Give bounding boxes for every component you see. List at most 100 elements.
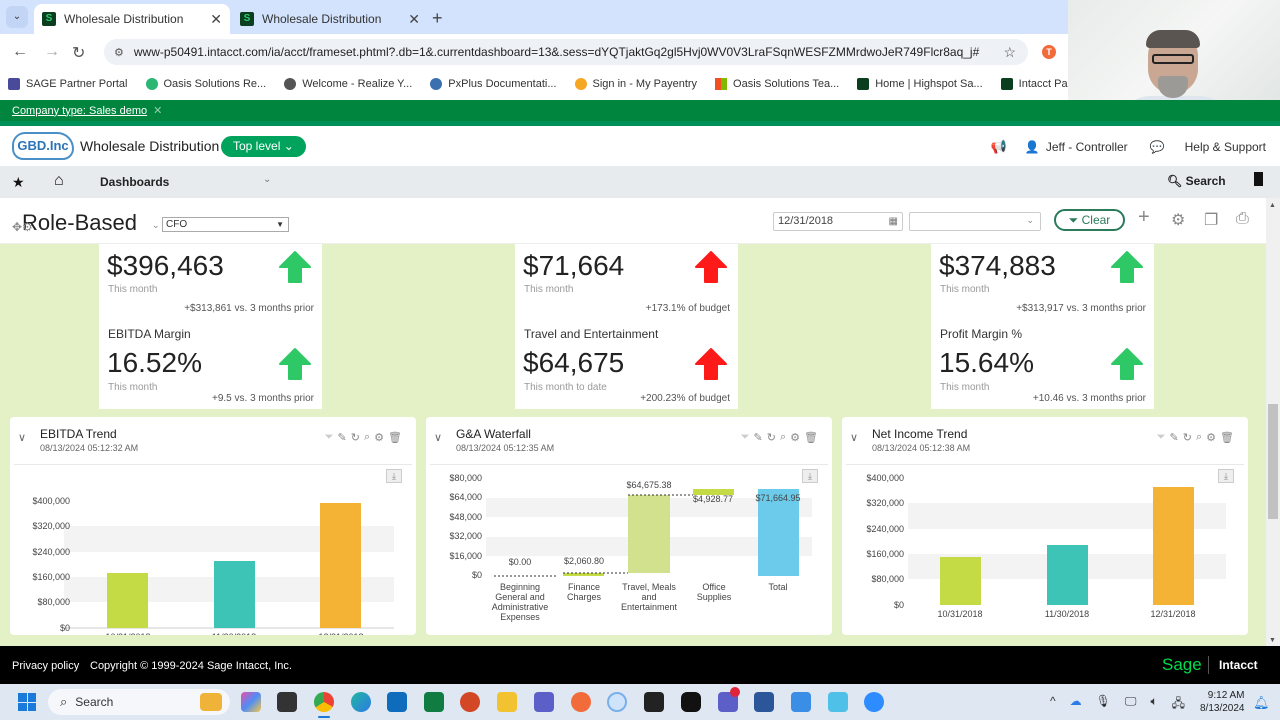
close-icon[interactable]: ✕ [153,105,163,117]
browser-tab-1[interactable]: S Wholesale Distribution ✕ [34,4,230,34]
copy-icon[interactable]: ❐ [1204,212,1219,229]
kpi-card-ebitda[interactable]: $396,463 This month +$313,861 vs. 3 mont… [99,244,322,319]
bar[interactable] [758,489,799,576]
bar[interactable] [320,503,361,628]
new-tab-button[interactable]: + [432,8,443,28]
bar[interactable] [940,557,981,605]
kpi-card-ebitda-margin[interactable]: EBITDA Margin 16.52% This month +9.5 vs.… [99,319,322,409]
edit-pencil-icon[interactable]: ✎ [337,432,347,444]
extension-icon[interactable]: T [1042,45,1056,59]
trash-icon[interactable]: 🗑 [1220,432,1234,444]
role-select[interactable]: CFO ▼ [162,217,289,232]
scroll-up-icon[interactable]: ▲ [1269,202,1276,209]
kpi-card-travel-entertainment[interactable]: Travel and Entertainment $64,675 This mo… [515,319,738,409]
zoom-search-icon[interactable]: ⌕ [363,431,371,443]
company-logo[interactable]: GBD.Inc [12,132,74,160]
add-icon[interactable]: + [1138,206,1150,228]
bookmark-item[interactable]: Oasis Solutions Re... [145,78,266,90]
bookmark-item[interactable]: Welcome - Realize Y... [284,78,412,90]
entity-level-button[interactable]: Top level ⌄ [221,136,306,157]
edit-pencil-icon[interactable]: ✎ [1169,432,1179,444]
browser-tab-2[interactable]: S Wholesale Distribution ✕ [232,4,428,34]
calendar-icon[interactable]: ▦ [888,216,898,227]
volume-icon[interactable]: 🔈︎ [1150,694,1158,708]
t-app-icon[interactable] [571,692,591,712]
download-icon[interactable]: ⤓ [386,469,402,483]
filter-icon[interactable]: ⏷ [324,431,334,443]
chevron-down-icon[interactable]: ⌄ [263,174,272,185]
page-scrollbar[interactable]: ▲ ▼ [1266,198,1280,646]
announcements-icon[interactable]: 📢 [990,139,1007,154]
kpi-card-net-income[interactable]: $374,883 This month +$313,917 vs. 3 mont… [931,244,1154,319]
tab-search-button[interactable]: ⌄ [6,6,28,28]
download-icon[interactable]: ⤓ [802,469,818,483]
collapse-chevron-icon[interactable]: ∨ [850,432,859,444]
bookmark-star-icon[interactable]: ☆ [1003,43,1016,60]
teams-classic-icon[interactable] [718,692,738,712]
zoom-app-icon[interactable] [864,692,884,712]
print-icon[interactable]: ⎙ [1236,210,1249,227]
bookmark-item[interactable]: SAGE Partner Portal [8,78,128,90]
bookmark-item[interactable]: PxPlus Documentati... [430,78,557,90]
outlook-icon[interactable] [387,692,407,712]
collapse-chevron-icon[interactable]: ∨ [18,432,27,444]
chat-icon[interactable]: 💬 [1149,140,1165,154]
refresh-icon[interactable]: ↻ [1182,432,1192,444]
excel-icon[interactable] [424,692,444,712]
move-settings-icon[interactable]: ✥⚙ [12,220,33,234]
bookmark-icon[interactable] [1254,172,1263,186]
edit-pencil-icon[interactable]: ✎ [753,432,763,444]
dashboards-menu[interactable]: Dashboards [100,175,170,189]
bar[interactable] [1153,487,1194,605]
trash-icon[interactable]: 🗑 [804,432,818,444]
bookmark-item[interactable]: Oasis Solutions Tea... [715,78,839,90]
chrome-icon[interactable] [314,692,334,712]
refresh-icon[interactable]: ↻ [766,432,776,444]
star-icon[interactable]: ★ [12,174,25,190]
gear-icon[interactable]: ⚙ [374,432,385,444]
forward-icon[interactable]: → [44,43,60,60]
powerpoint-icon[interactable] [460,692,480,712]
bookmark-item[interactable]: Home | Highspot Sa... [857,78,983,90]
close-tab-icon[interactable]: ✕ [210,10,222,27]
date-field[interactable]: 12/31/2018 ▦ [773,212,903,231]
gear-icon[interactable]: ⚙ [1171,212,1186,229]
filter-icon[interactable]: ⏷ [740,431,750,443]
reload-icon[interactable]: ↻ [72,45,86,62]
clear-filter-button[interactable]: ⏷ Clear [1054,209,1125,231]
home-icon[interactable]: ⌂ [54,172,64,189]
bar[interactable] [628,495,670,573]
gear-icon[interactable]: ⚙ [790,432,801,444]
chevron-down-icon[interactable]: ⌄ [152,220,160,230]
search-button[interactable]: 🔍︎ Search [1167,174,1226,188]
scrollbar-thumb[interactable] [1268,404,1278,519]
webex-icon[interactable] [681,692,701,712]
network-app-icon[interactable] [607,692,627,712]
bookmark-item[interactable]: Sign in - My Payentry [574,78,697,90]
zoom-search-icon[interactable]: ⌕ [1195,431,1203,443]
show-hidden-icons-chevron-icon[interactable]: ^ [1050,694,1056,708]
filter-icon[interactable]: ⏷ [1156,431,1166,443]
windows-start-icon[interactable] [18,693,36,711]
kpi-card-profit-margin[interactable]: Profit Margin % 15.64% This month +10.46… [931,319,1154,409]
photos-icon[interactable] [791,692,811,712]
refresh-icon[interactable]: ↻ [350,432,360,444]
privacy-policy-link[interactable]: Privacy policy [12,660,80,672]
taskbar-search[interactable]: ⌕ Search [48,689,230,715]
zoom-search-icon[interactable]: ⌕ [779,431,787,443]
network-icon[interactable]: 🖵 [1124,694,1137,708]
trash-icon[interactable]: 🗑 [388,432,402,444]
microphone-icon[interactable]: 🎙︎ [1095,694,1111,708]
notification-bell-icon[interactable]: 🔔︎ [1253,695,1270,710]
bar[interactable] [214,561,255,628]
bar[interactable] [693,489,734,495]
close-tab-icon[interactable]: ✕ [408,10,420,27]
file-explorer-icon[interactable] [497,692,517,712]
onedrive-icon[interactable]: ☁ [1069,694,1082,708]
clock[interactable]: 9:12 AM 8/13/2024 [1200,689,1245,715]
sticky-notes-icon[interactable] [644,692,664,712]
edge-icon[interactable] [351,692,371,712]
bar[interactable] [563,573,604,576]
site-info-icon[interactable]: ⚙ [114,46,124,59]
bar[interactable] [1047,545,1088,605]
